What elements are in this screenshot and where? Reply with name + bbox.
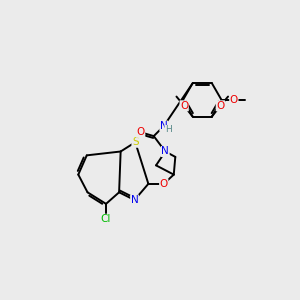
Text: N: N — [161, 146, 169, 157]
Text: O: O — [216, 101, 224, 111]
Text: O: O — [160, 179, 168, 189]
Text: O: O — [136, 127, 145, 137]
Text: N: N — [160, 121, 168, 131]
Text: H: H — [165, 125, 172, 134]
Text: O: O — [230, 95, 238, 105]
Text: N: N — [130, 195, 138, 205]
Text: S: S — [132, 137, 139, 147]
Text: O: O — [180, 101, 188, 111]
Text: Cl: Cl — [101, 214, 111, 224]
